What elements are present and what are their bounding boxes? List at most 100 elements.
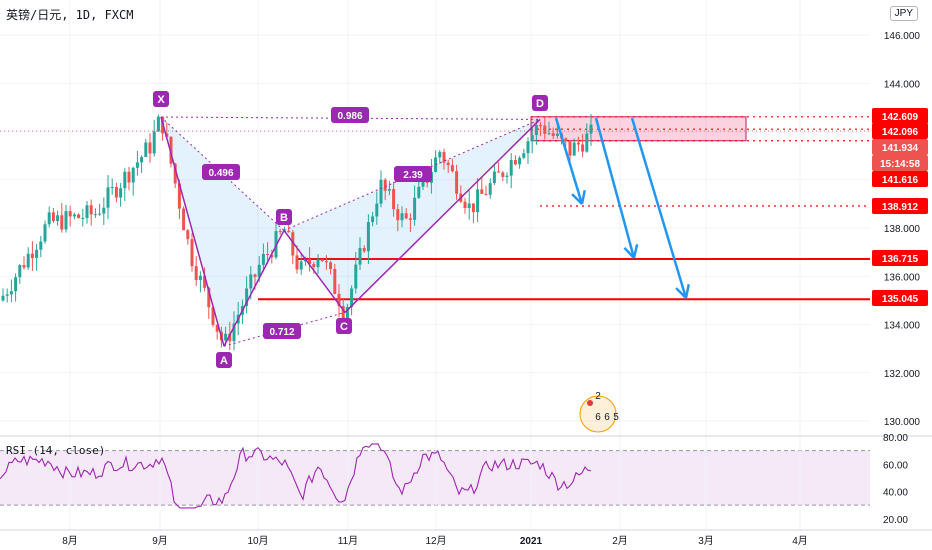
candle-body [14,277,18,292]
pattern-leg [344,118,541,313]
candle-body [186,230,190,240]
price-label-text: 135.045 [882,294,919,305]
candle-body [106,187,110,208]
price-label-text: 138.912 [882,202,919,213]
candle-body [471,203,475,213]
candle-body [93,214,97,216]
candle-body [543,125,547,134]
candle-body [438,152,442,158]
event-digit: 5 [613,412,619,423]
candle-body [68,211,72,217]
candle-body [64,211,68,230]
arrow-head [571,193,583,205]
candle-body [215,324,219,332]
candle-body [551,133,555,137]
price-tick: 130.000 [884,417,921,428]
pattern-triangle [284,119,540,313]
pattern-triangle [161,117,284,347]
candle-body [526,141,530,154]
price-label-text: 142.096 [882,127,919,138]
price-label [872,171,928,187]
candle-body [47,212,51,225]
candle-body [358,247,362,265]
symbol-title[interactable]: 英镑/日元, 1D, FXCM [6,8,134,22]
level-lines [0,116,870,301]
candle-body [291,232,295,256]
point-tag [153,91,169,107]
candle-body [564,138,568,142]
price-label-text: 136.715 [882,254,919,265]
event-digit: 6 [595,412,601,423]
candle-body [476,189,480,213]
candle-body [278,231,282,233]
candle-body [455,171,459,194]
candle-body [51,212,55,222]
candle-body [56,215,60,222]
candle-body [312,263,316,268]
candle-body [341,306,345,319]
candle-body [450,165,454,172]
price-axis[interactable]: 146.000144.000140.000138.000136.000134.0… [872,31,928,526]
price-label [872,139,928,155]
price-tick: 134.000 [884,321,921,332]
candle-body [182,208,186,231]
ratio-tag [263,323,301,339]
time-axis[interactable]: 8月 9月 10月 11月 12月 2021 2月 3月 4月 [62,535,808,547]
candle-body [396,209,400,221]
candle-body [375,203,379,217]
pattern-point-tags: X A B C D [153,91,548,368]
candle-body [207,287,211,308]
candle-body [320,259,324,262]
rsi-band-fill [0,450,870,506]
candle-body [446,162,450,166]
candle-body [497,171,501,173]
price-label-text: 141.934 [882,143,919,154]
candle-body [270,254,274,258]
candle-body [371,216,375,223]
event-marker[interactable]: 26 6 5 [579,391,619,433]
candle-body [165,133,169,137]
time-tick: 8月 [62,535,78,547]
time-tick: 10月 [247,535,268,547]
point-tag-text: A [220,355,228,367]
rsi-band [0,450,870,506]
candle-body [156,116,160,132]
candle-body [539,125,543,127]
ratio-tag-text: 0.986 [337,111,362,122]
candle-body [509,160,513,176]
event-dot [587,400,593,406]
candle-body [505,175,509,177]
pattern-ratio-line [283,118,541,231]
candle-body [572,142,576,156]
event-digit: 2 [595,391,601,402]
candle-body [518,157,522,165]
candle-body [379,179,383,204]
arrow-shaft [594,117,636,259]
candle-body [89,205,93,215]
candle-body [488,183,492,195]
candle-body [26,253,30,268]
time-tick: 4月 [792,535,808,547]
candle-body [329,262,333,270]
pattern-fill [161,117,540,347]
candle-body [257,264,261,277]
currency-button[interactable]: JPY [889,6,918,21]
candle-body [249,274,253,289]
time-tick: 9月 [152,535,168,547]
rsi-indicator-label[interactable]: RSI (14, close) [6,444,106,457]
point-tag-text: B [280,212,288,224]
candle-body [5,294,9,296]
rsi-tick: 80.00 [883,433,908,444]
candle-body [589,124,593,134]
price-label-text: 141.616 [882,175,919,186]
candle-body [22,265,26,268]
candle-body [30,253,34,259]
candle-body [354,264,358,289]
candle-body [324,261,328,263]
point-tag [532,95,548,111]
candle-body [547,133,551,135]
candle-body [152,131,156,154]
candle-body [77,214,81,218]
arrow-shaft [630,117,688,299]
